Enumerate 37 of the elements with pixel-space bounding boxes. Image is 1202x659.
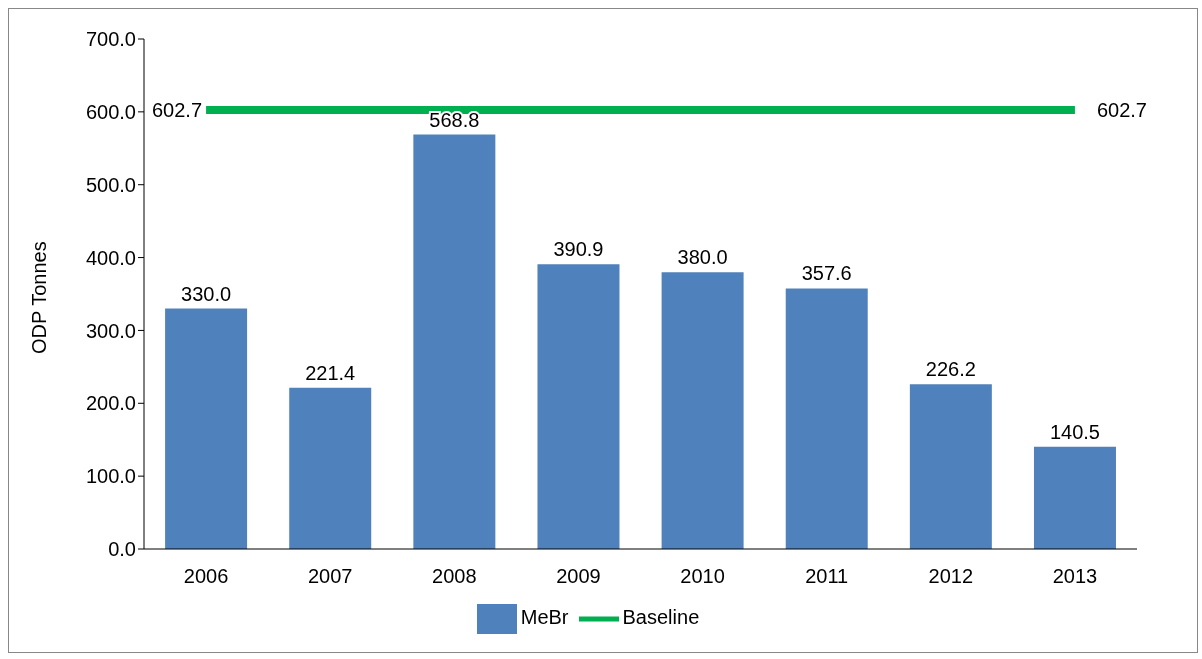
x-tick-label: 2012: [928, 565, 974, 588]
x-tick-label: 2011: [805, 565, 849, 588]
x-tick-label: 2006: [183, 565, 229, 588]
data-label: 380.0: [677, 246, 728, 269]
bar: [289, 387, 372, 549]
y-tick-label: 600.0: [85, 100, 136, 123]
bar: [785, 288, 868, 549]
bar: [661, 272, 744, 549]
data-label: 226.2: [925, 358, 976, 381]
x-tick-label: 2010: [680, 565, 725, 588]
y-tick-label: 300.0: [85, 319, 136, 342]
y-tick-label: 200.0: [85, 392, 136, 415]
data-label: 330.0: [181, 282, 232, 305]
x-tick-label: 2007: [307, 565, 353, 588]
bar: [413, 134, 496, 549]
bar: [537, 264, 620, 549]
data-label: 357.6: [801, 262, 852, 285]
x-tick-label: 2008: [432, 565, 477, 588]
bar: [909, 384, 992, 549]
y-axis-title: ODP Tonnes: [28, 241, 51, 354]
data-label: 602.7: [152, 98, 203, 121]
legend-label: MeBr: [520, 606, 569, 629]
y-tick-label: 100.0: [85, 465, 136, 488]
data-label: 390.9: [553, 238, 604, 261]
x-tick-label: 2009: [556, 565, 601, 588]
data-label: 568.8: [429, 108, 480, 131]
y-tick-label: 400.0: [85, 246, 136, 269]
data-label: 602.7: [1096, 98, 1147, 121]
y-tick-label: 500.0: [85, 173, 136, 196]
x-tick-label: 2013: [1052, 565, 1098, 588]
bar: [1033, 446, 1116, 549]
y-tick-label: 0.0: [108, 538, 136, 561]
legend-label: Baseline: [622, 606, 700, 629]
data-label: 140.5: [1049, 420, 1101, 443]
bar: [165, 308, 248, 549]
y-tick-label: 700.0: [85, 28, 136, 51]
data-label: 221.4: [305, 361, 356, 384]
